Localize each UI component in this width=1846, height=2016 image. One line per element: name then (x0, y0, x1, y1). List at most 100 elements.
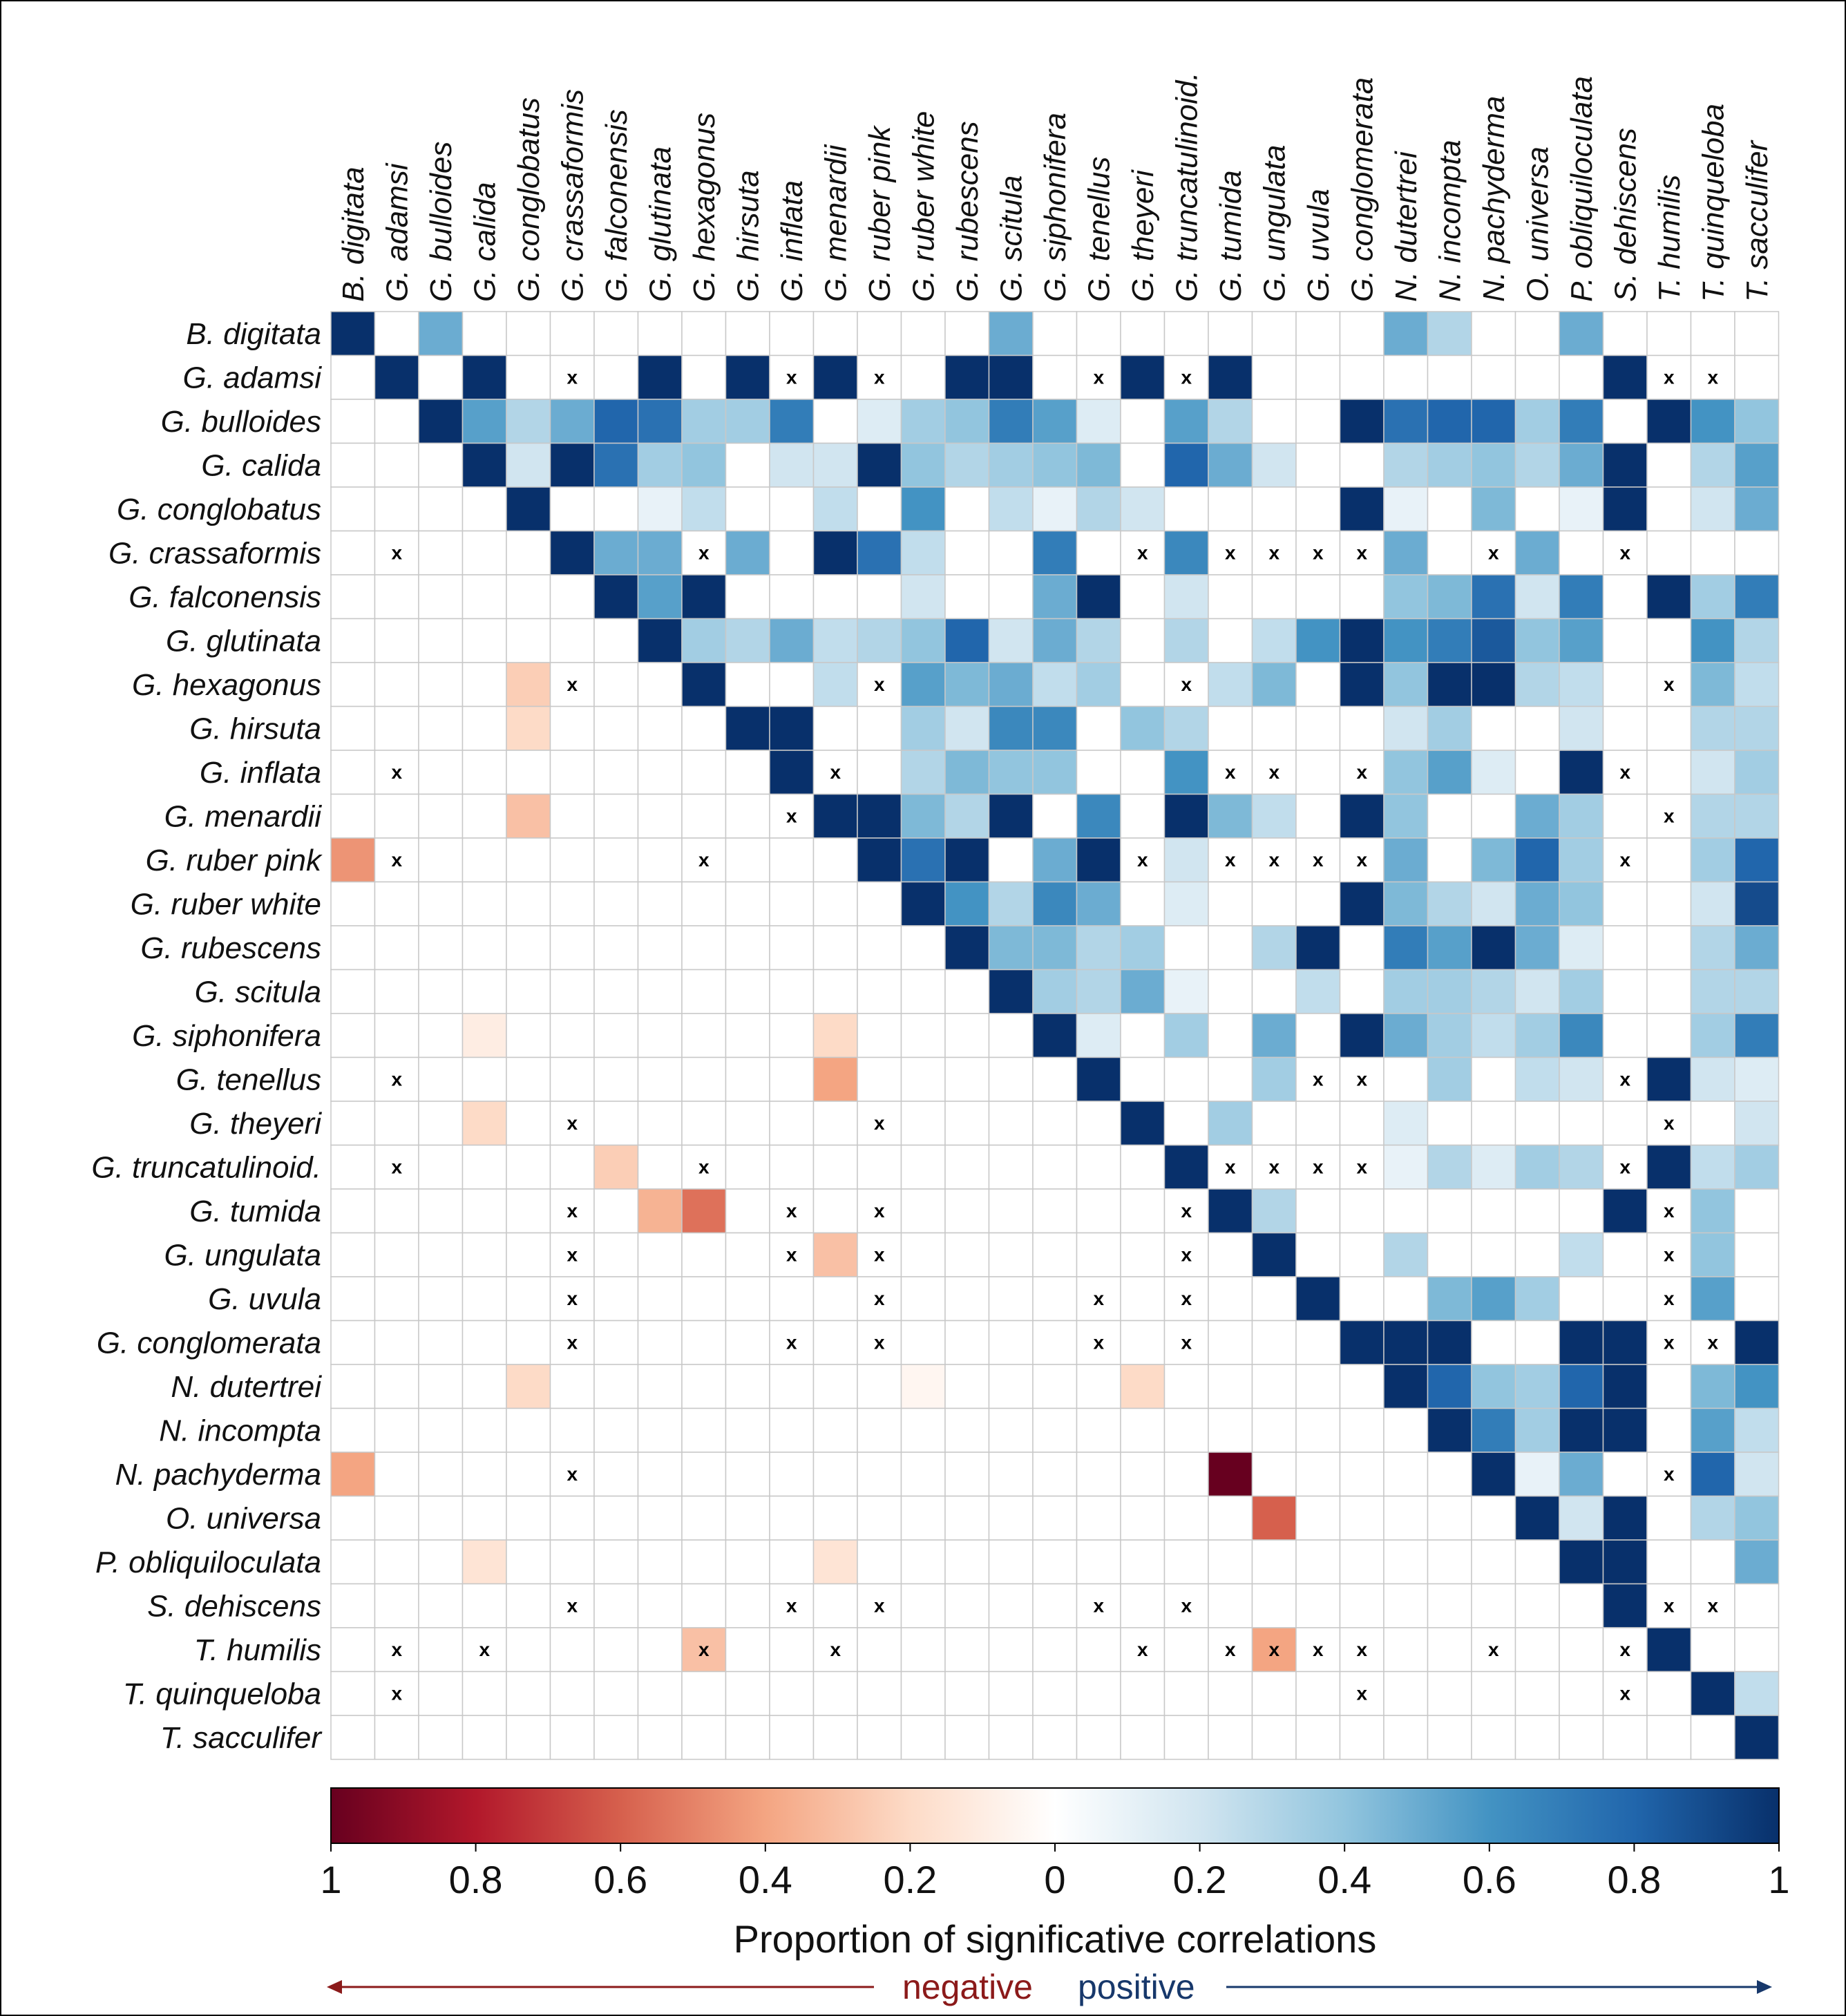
heatmap-cell (418, 1188, 464, 1234)
heatmap-cell (944, 1495, 990, 1541)
heatmap-cell (1646, 1013, 1692, 1058)
heatmap-cell (418, 1364, 464, 1409)
heatmap-cell (637, 705, 683, 751)
significance-x-mark: x (1664, 1595, 1675, 1616)
heatmap-cell (549, 705, 595, 751)
heatmap-cell (330, 1188, 376, 1234)
significance-x-mark: x (1619, 849, 1630, 871)
heatmap-cell (725, 442, 770, 488)
heatmap-cell (812, 1539, 858, 1585)
heatmap-cell (1295, 881, 1341, 926)
heatmap-cell (1163, 1671, 1209, 1716)
heatmap-cell (637, 486, 683, 532)
heatmap-cell (1339, 837, 1384, 883)
significance-x-mark: x (1664, 1112, 1675, 1134)
heatmap-cell (462, 1101, 507, 1146)
heatmap-cell (988, 1452, 1034, 1497)
heatmap-cell (681, 399, 727, 444)
significance-x-mark: x (1093, 1331, 1104, 1353)
heatmap-cell (330, 1056, 376, 1102)
heatmap-cell (725, 1364, 770, 1409)
heatmap-cell (944, 1276, 990, 1322)
heatmap-cell (1383, 399, 1429, 444)
column-label: P. obliquiloculata (1565, 76, 1599, 302)
column-label: B. digitata (336, 167, 370, 302)
heatmap-cell (1339, 1452, 1384, 1497)
significance-x-mark: x (1707, 1595, 1718, 1616)
heatmap-cell (374, 1101, 419, 1146)
heatmap-cell (1208, 618, 1253, 663)
heatmap-cell (812, 969, 858, 1014)
heatmap-cell (1076, 1144, 1121, 1190)
heatmap-cell (812, 837, 858, 883)
heatmap-cell (812, 399, 858, 444)
heatmap-cell (681, 750, 727, 795)
heatmap-cell (857, 881, 902, 926)
heatmap-cell (1646, 1407, 1692, 1453)
heatmap-cell (374, 1452, 419, 1497)
heatmap-cell (549, 750, 595, 795)
heatmap-cell (1514, 354, 1560, 400)
heatmap-cell (549, 1056, 595, 1102)
heatmap-cell (1120, 1671, 1165, 1716)
heatmap-cell (418, 618, 464, 663)
heatmap-cell (1339, 793, 1384, 839)
heatmap-cell (1427, 1364, 1472, 1409)
heatmap-cell (1734, 1276, 1780, 1322)
heatmap-cell (681, 530, 727, 576)
heatmap-cell (944, 1101, 990, 1146)
heatmap-cell (1076, 574, 1121, 620)
heatmap-cell (418, 793, 464, 839)
heatmap-cell (593, 1671, 639, 1716)
heatmap-cell (1559, 969, 1604, 1014)
heatmap-cell (900, 793, 946, 839)
heatmap-cell (593, 1101, 639, 1146)
heatmap-cell (1690, 1013, 1735, 1058)
heatmap-cell (1646, 1495, 1692, 1541)
heatmap-cell (812, 1671, 858, 1716)
heatmap-cell (1427, 793, 1472, 839)
row-label: G. scitula (195, 975, 321, 1009)
heatmap-cell (725, 1671, 770, 1716)
heatmap-cell (1032, 311, 1078, 356)
heatmap-cell (857, 925, 902, 971)
heatmap-cell (681, 925, 727, 971)
heatmap-cell (1339, 1188, 1384, 1234)
heatmap-cell (1076, 969, 1121, 1014)
significance-x-mark: x (1356, 761, 1367, 783)
heatmap-cell (1295, 1583, 1341, 1628)
heatmap-cell (462, 1276, 507, 1322)
heatmap-cell (1690, 1671, 1735, 1716)
heatmap-cell (1208, 1144, 1253, 1190)
heatmap-cell (1602, 399, 1648, 444)
significance-x-mark: x (567, 1200, 578, 1221)
heatmap-cell (1032, 1056, 1078, 1102)
heatmap-cell (1514, 881, 1560, 926)
heatmap-cell (418, 442, 464, 488)
heatmap-cell (1076, 1671, 1121, 1716)
heatmap-cell (637, 1188, 683, 1234)
heatmap-cell (1032, 969, 1078, 1014)
heatmap-cell (857, 1495, 902, 1541)
heatmap-cell (506, 1056, 551, 1102)
column-label: G. ruber white (906, 111, 940, 302)
heatmap-cell (593, 1583, 639, 1628)
heatmap-cell (1163, 530, 1209, 576)
heatmap-cell (725, 793, 770, 839)
row-label: G. truncatulinoid. (91, 1150, 321, 1184)
heatmap-cell (1690, 705, 1735, 751)
heatmap-cell (1427, 1276, 1472, 1322)
heatmap-cell (681, 881, 727, 926)
heatmap-cell (1251, 1188, 1297, 1234)
heatmap-cell (988, 442, 1034, 488)
heatmap-cell (1383, 1101, 1429, 1146)
significance-x-mark: x (1268, 849, 1279, 871)
heatmap-cell (857, 442, 902, 488)
significance-x-mark: x (1664, 805, 1675, 826)
heatmap-cell (857, 1627, 902, 1673)
significance-x-mark: x (1619, 1068, 1630, 1090)
significance-x-mark: x (1356, 1639, 1367, 1660)
heatmap-cell (1032, 1583, 1078, 1628)
heatmap-cell (1163, 311, 1209, 356)
heatmap-cell (1559, 1101, 1604, 1146)
